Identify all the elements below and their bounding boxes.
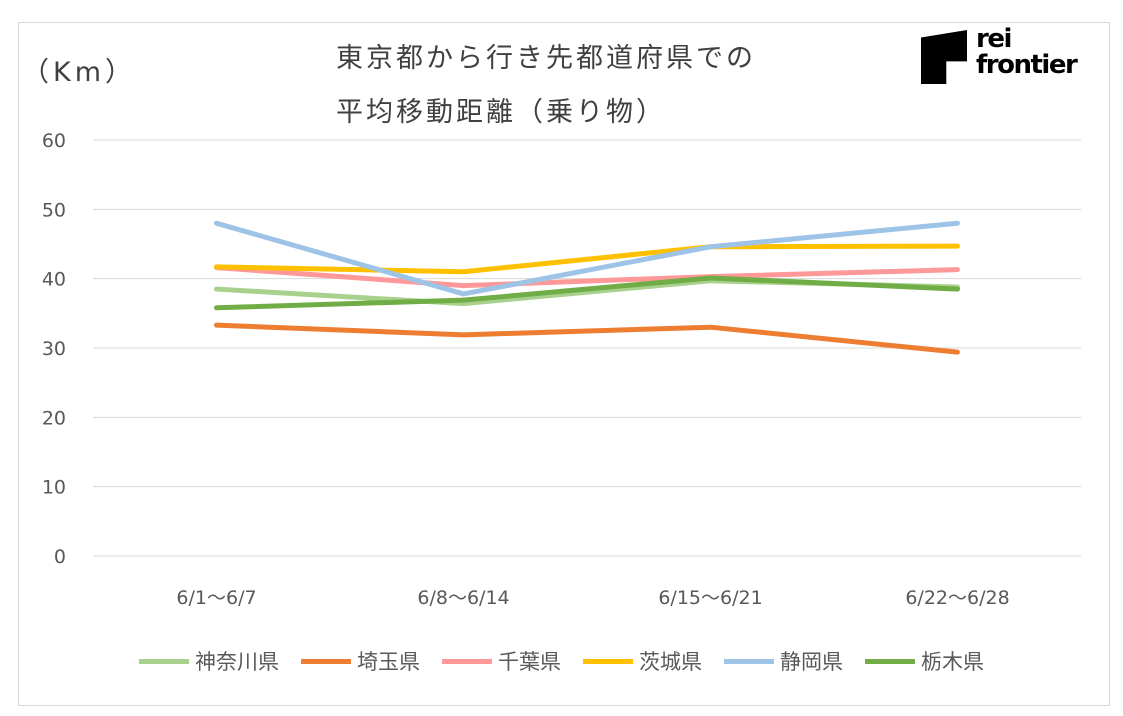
legend-swatch xyxy=(442,658,492,664)
y-tick-label: 10 xyxy=(42,477,66,499)
legend-swatch xyxy=(139,658,189,664)
y-axis-unit-label: （Km） xyxy=(22,57,137,88)
y-tick-label: 30 xyxy=(42,338,66,360)
legend-item: 埼玉県 xyxy=(301,646,420,676)
legend-item: 千葉県 xyxy=(442,646,561,676)
legend-label: 神奈川県 xyxy=(195,650,279,674)
series-line-2 xyxy=(214,265,960,289)
legend: 神奈川県 埼玉県 千葉県 茨城県 静岡県 栃木県 xyxy=(0,646,1123,676)
chart-frame xyxy=(18,22,1110,706)
legend-item: 栃木県 xyxy=(865,646,984,676)
y-tick-label: 60 xyxy=(42,130,66,152)
legend-label: 栃木県 xyxy=(921,650,984,674)
chart-title-line1: 東京都から行き先都道府県での xyxy=(336,43,756,74)
logo-text-line1: rei xyxy=(976,24,1012,54)
legend-swatch xyxy=(301,658,351,664)
x-tick-label: 6/8～6/14 xyxy=(417,587,509,609)
series-line-5 xyxy=(214,275,960,311)
series-line-4 xyxy=(214,220,960,297)
x-tick-label: 6/1～6/7 xyxy=(176,587,256,609)
chart-title-line2: 平均移動距離（乗り物） xyxy=(336,97,666,128)
x-tick-label: 6/22～6/28 xyxy=(905,587,1009,609)
y-tick-label: 0 xyxy=(54,546,66,568)
logo-text-line2: frontier xyxy=(976,50,1078,80)
legend-item: 茨城県 xyxy=(583,646,702,676)
legend-swatch xyxy=(865,658,915,664)
legend-label: 埼玉県 xyxy=(357,650,420,674)
series-line-3 xyxy=(214,243,960,275)
legend-label: 千葉県 xyxy=(498,650,561,674)
rei-frontier-logo: rei frontier xyxy=(921,26,1091,86)
legend-label: 茨城県 xyxy=(639,650,702,674)
y-tick-label: 20 xyxy=(42,407,66,429)
x-tick-label: 6/15～6/21 xyxy=(658,587,762,609)
legend-item: 静岡県 xyxy=(724,646,843,676)
y-tick-label: 50 xyxy=(42,199,66,221)
legend-swatch xyxy=(724,658,774,664)
series-line-1 xyxy=(214,322,960,355)
legend-item: 神奈川県 xyxy=(139,646,279,676)
legend-swatch xyxy=(583,658,633,664)
legend-label: 静岡県 xyxy=(780,650,843,674)
y-tick-label: 40 xyxy=(42,269,66,291)
